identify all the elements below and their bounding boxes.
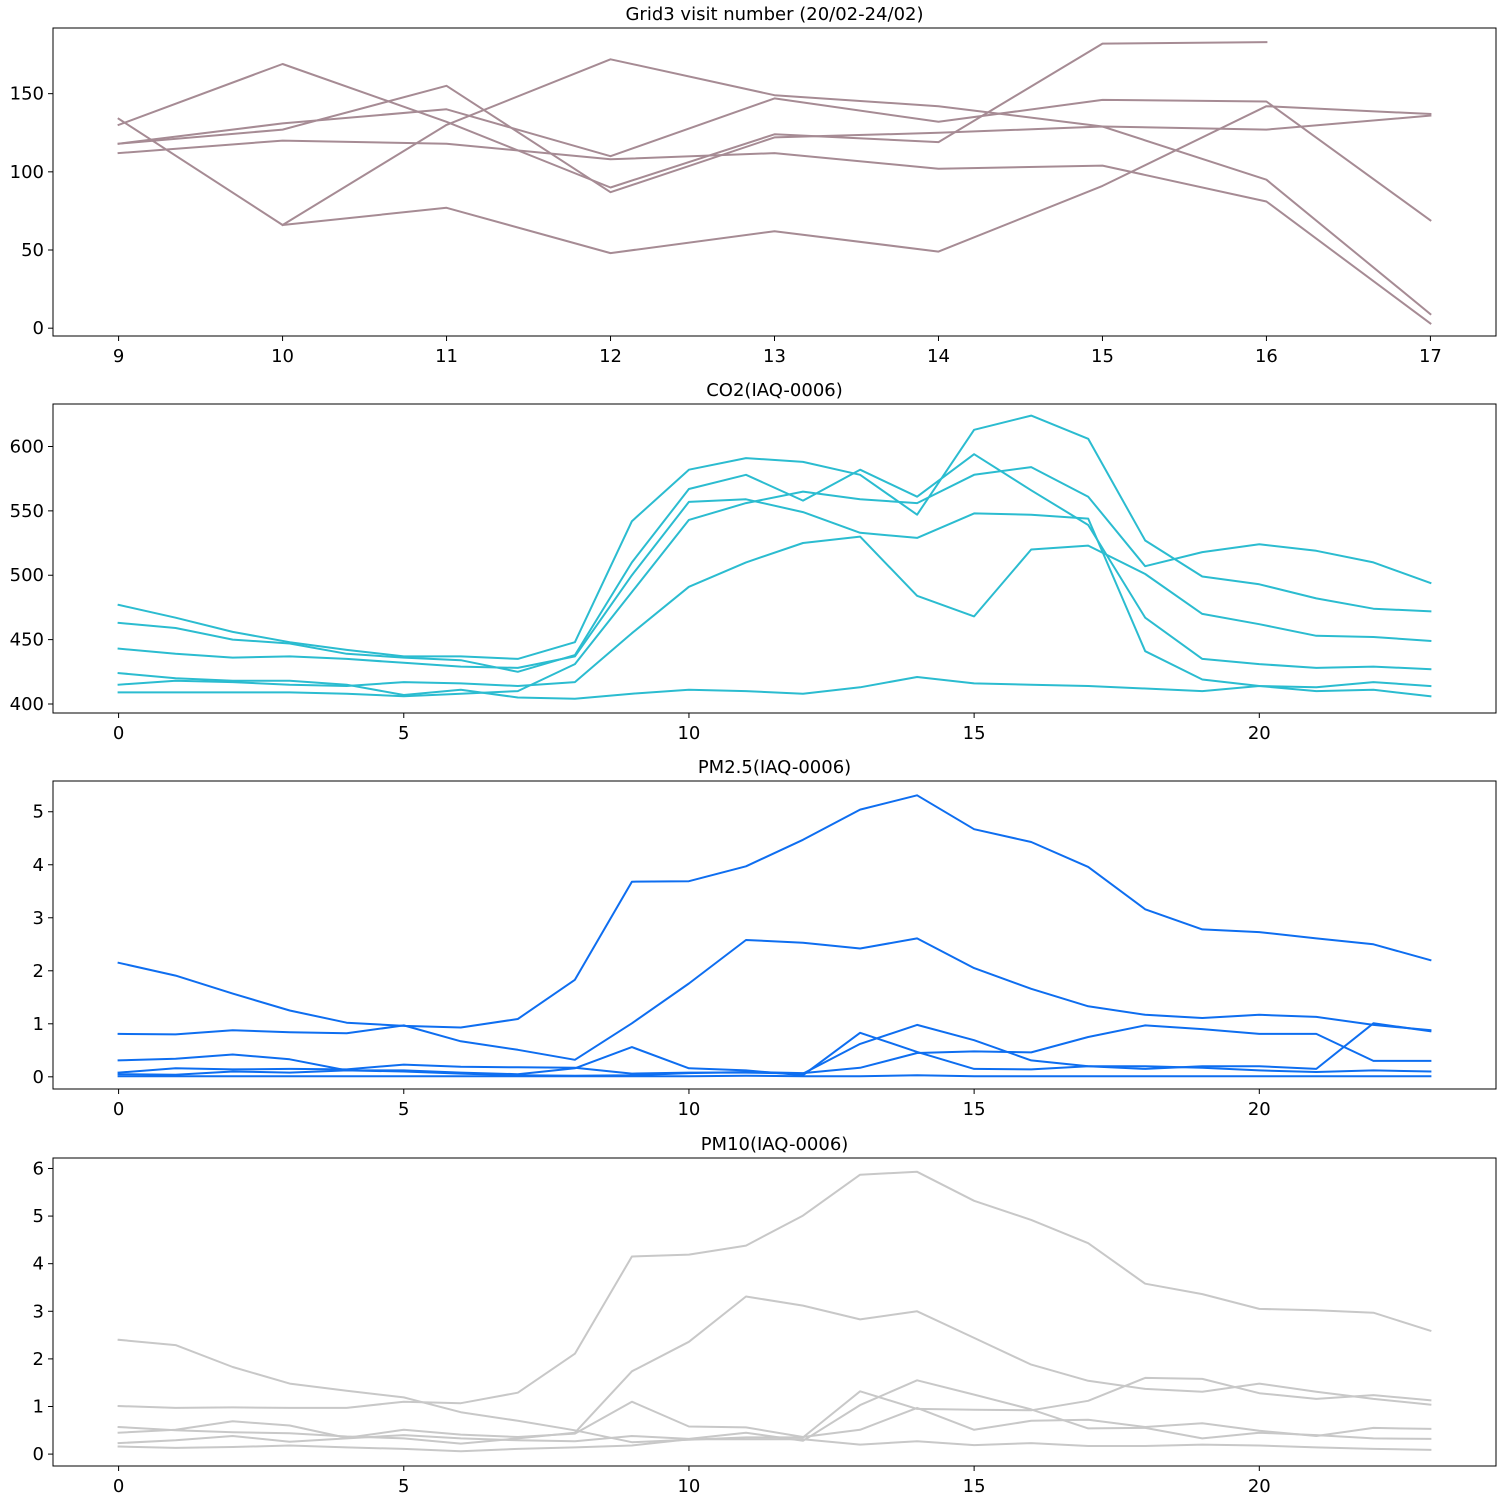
- plot-frame: [52, 780, 1497, 1090]
- series-line-s6: [117, 1438, 1432, 1453]
- y-tick-label: 5: [33, 802, 44, 823]
- y-tick-label: 4: [33, 1254, 44, 1275]
- x-tick-label: 0: [113, 1476, 124, 1497]
- x-tick-label: 0: [113, 723, 124, 744]
- y-tick-label: 50: [21, 240, 44, 261]
- series-line-s5: [117, 535, 1432, 687]
- x-tick-label: 0: [113, 1099, 124, 1120]
- series-line-day5: [117, 105, 1432, 255]
- series-line-s4: [117, 672, 1432, 700]
- series-line-s6: [117, 1074, 1432, 1078]
- series-line-s3: [117, 498, 1432, 689]
- x-tick-label: 14: [927, 346, 950, 367]
- x-tick-label: 11: [435, 346, 458, 367]
- y-tick-label: 2: [33, 1349, 44, 1370]
- plot-frame: [52, 403, 1497, 714]
- series-line-day1: [117, 41, 1268, 189]
- series-line-s2: [117, 1170, 1432, 1409]
- x-tick-label: 9: [113, 346, 124, 367]
- y-tick-label: 0: [33, 1444, 44, 1465]
- x-tick-label: 5: [398, 1476, 409, 1497]
- plot-frame: [52, 1157, 1497, 1467]
- x-tick-label: 10: [677, 1099, 700, 1120]
- chart-title: PM2.5(IAQ-0006): [698, 757, 851, 778]
- x-tick-label: 17: [1419, 346, 1442, 367]
- series-line-s6: [117, 466, 1432, 698]
- x-tick-label: 5: [398, 723, 409, 744]
- chart-panel-1: Grid3 visit number (20/02-24/02) 9 10 11 12 1…: [10, 4, 1497, 367]
- x-tick-label: 20: [1248, 723, 1271, 744]
- y-tick-label: 0: [33, 1067, 44, 1088]
- plot-frame: [52, 27, 1497, 337]
- x-tick-label: 20: [1248, 1099, 1271, 1120]
- y-tick-label: 5: [33, 1206, 44, 1227]
- series-line-day3: [117, 97, 1432, 222]
- y-tick-label: 0: [33, 318, 44, 339]
- y-tick-label: 1: [33, 1014, 44, 1035]
- x-tick-label: 13: [763, 346, 786, 367]
- y-tick-label: 500: [10, 565, 44, 586]
- y-tick-label: 150: [10, 84, 44, 105]
- y-tick-label: 400: [10, 694, 44, 715]
- x-tick-label: 12: [599, 346, 622, 367]
- y-tick-label: 550: [10, 501, 44, 522]
- x-tick-label: 15: [963, 1099, 986, 1120]
- chart-panel-4: PM10(IAQ-0006) 0 5 10 15 20 0 1 2 3 4 5 6: [33, 1134, 1497, 1497]
- chart-panel-3: PM2.5(IAQ-0006) 0 5 10 15 20 0 1 2 3 4 5: [33, 757, 1497, 1120]
- x-tick-label: 16: [1255, 346, 1278, 367]
- y-tick-label: 100: [10, 162, 44, 183]
- series-line-day6: [281, 58, 1432, 316]
- x-tick-label: 10: [677, 723, 700, 744]
- chart-title: CO2(IAQ-0006): [706, 380, 843, 401]
- series-line-s1: [117, 414, 1432, 660]
- series-line-s2: [117, 937, 1432, 1061]
- x-tick-label: 20: [1248, 1476, 1271, 1497]
- y-tick-label: 3: [33, 1301, 44, 1322]
- series-line-s5: [117, 1379, 1432, 1445]
- series-line-day2: [117, 84, 1432, 194]
- series-line-s2: [117, 453, 1432, 673]
- x-tick-label: 15: [963, 723, 986, 744]
- x-tick-label: 5: [398, 1099, 409, 1120]
- x-tick-label: 10: [677, 1476, 700, 1497]
- chart-title: PM10(IAQ-0006): [701, 1134, 849, 1155]
- y-tick-label: 3: [33, 908, 44, 929]
- y-tick-label: 1: [33, 1396, 44, 1417]
- y-tick-label: 600: [10, 436, 44, 457]
- series-line-s4: [117, 1400, 1432, 1439]
- series-line-s3: [117, 1295, 1432, 1445]
- chart-title: Grid3 visit number (20/02-24/02): [625, 4, 923, 25]
- y-tick-label: 6: [33, 1158, 44, 1179]
- x-tick-label: 15: [963, 1476, 986, 1497]
- series-line-s1: [117, 794, 1432, 1029]
- y-tick-label: 2: [33, 961, 44, 982]
- series-line-s5: [117, 1024, 1432, 1077]
- y-tick-label: 4: [33, 855, 44, 876]
- chart-panel-2: CO2(IAQ-0006) 0 5 10 15 20 400 450 500 550 600: [10, 380, 1497, 744]
- y-tick-label: 450: [10, 630, 44, 651]
- series-line-day4: [117, 139, 1432, 325]
- x-tick-label: 15: [1091, 346, 1114, 367]
- x-tick-label: 10: [271, 346, 294, 367]
